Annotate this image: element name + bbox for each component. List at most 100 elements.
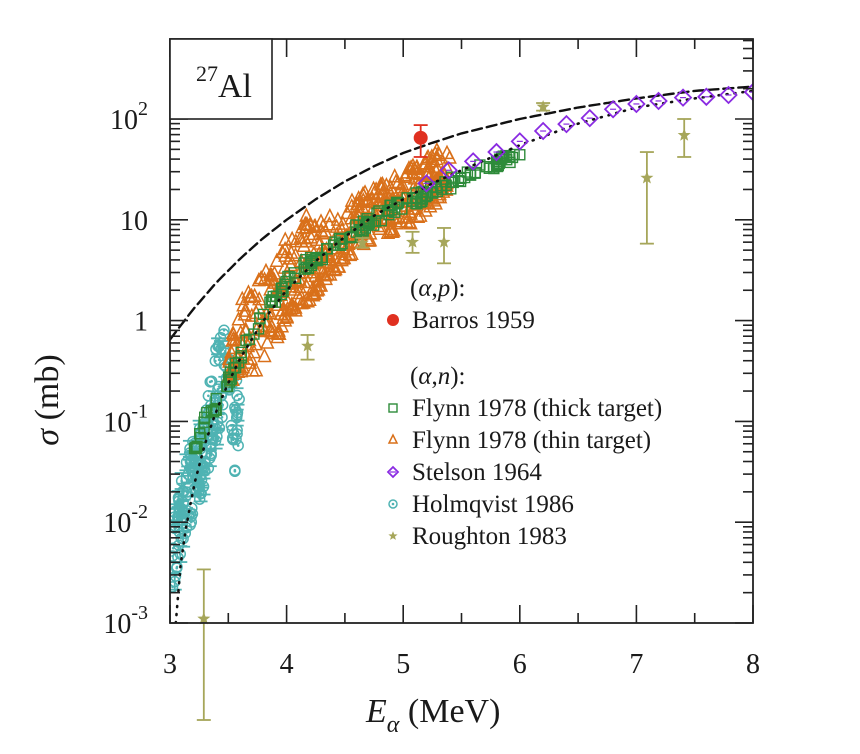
triangle-marker bbox=[269, 252, 285, 267]
triangle-marker bbox=[252, 290, 267, 306]
circle-marker bbox=[195, 459, 208, 471]
legend-marker bbox=[387, 433, 399, 444]
data-point bbox=[248, 362, 264, 377]
triangle-marker bbox=[336, 243, 352, 258]
data-point bbox=[246, 343, 262, 359]
circle-center-dot bbox=[171, 585, 174, 589]
diamond-marker bbox=[580, 108, 600, 128]
triangle-marker bbox=[342, 246, 358, 262]
data-point bbox=[207, 406, 220, 418]
data-point bbox=[420, 165, 435, 180]
circle-center-dot bbox=[209, 438, 213, 441]
triangle-marker bbox=[300, 273, 316, 289]
data-point bbox=[386, 204, 398, 216]
legend-marker bbox=[388, 531, 398, 540]
data-point bbox=[342, 246, 358, 262]
data-point bbox=[440, 179, 452, 191]
circle-marker bbox=[231, 428, 243, 440]
data-point bbox=[283, 256, 299, 272]
triangle-marker bbox=[331, 258, 346, 273]
legend: (α,p): Barros 1959 (α,n): Flynn 1978 (thick… bbox=[386, 275, 662, 550]
triangle-marker bbox=[257, 322, 272, 338]
circle-marker bbox=[232, 439, 244, 452]
data-point bbox=[269, 296, 281, 308]
triangle-marker bbox=[413, 207, 428, 222]
data-point bbox=[188, 442, 201, 455]
data-point bbox=[288, 267, 301, 279]
data-point bbox=[266, 295, 279, 307]
square-marker bbox=[459, 171, 471, 184]
data-point bbox=[330, 211, 346, 226]
square-marker bbox=[452, 175, 465, 187]
data-point bbox=[697, 87, 716, 107]
data-point bbox=[213, 380, 225, 393]
data-point bbox=[176, 503, 188, 515]
data-point bbox=[416, 192, 428, 204]
circle-center-dot bbox=[235, 394, 239, 397]
data-point bbox=[293, 229, 308, 244]
dotted-curve bbox=[174, 89, 753, 623]
triangle-marker bbox=[435, 164, 450, 179]
data-point bbox=[719, 85, 738, 105]
triangle-marker bbox=[270, 328, 285, 344]
legend-marker bbox=[386, 465, 400, 479]
isotope-mass-number: 27 bbox=[196, 61, 218, 86]
x-tick-label: 7 bbox=[629, 649, 643, 680]
data-point bbox=[197, 611, 211, 625]
data-point bbox=[419, 190, 431, 202]
legend-label: Barros 1959 bbox=[412, 307, 535, 334]
square-marker bbox=[276, 282, 288, 294]
data-point bbox=[315, 251, 328, 264]
data-point bbox=[257, 322, 272, 338]
diamond-marker bbox=[439, 160, 458, 180]
square-marker bbox=[401, 192, 413, 204]
circle-marker bbox=[202, 390, 215, 402]
data-point bbox=[480, 160, 493, 173]
square-marker bbox=[191, 440, 203, 453]
data-point bbox=[235, 346, 247, 359]
data-point bbox=[263, 304, 278, 320]
triangle-marker bbox=[332, 249, 348, 264]
square-marker bbox=[480, 160, 493, 173]
legend-entry: Stelson 1964 bbox=[386, 459, 542, 486]
triangle-marker bbox=[371, 185, 386, 201]
data-point bbox=[417, 174, 436, 193]
data-point bbox=[375, 184, 390, 200]
data-point bbox=[299, 219, 314, 235]
triangle-marker bbox=[257, 347, 272, 363]
circle-center-dot bbox=[209, 445, 212, 449]
circle-marker bbox=[213, 380, 225, 393]
data-point bbox=[170, 550, 179, 562]
data-point bbox=[188, 461, 200, 474]
data-point bbox=[288, 246, 303, 262]
data-point bbox=[387, 168, 402, 183]
data-point bbox=[275, 243, 290, 259]
data-point bbox=[229, 464, 241, 476]
triangle-marker bbox=[420, 165, 435, 180]
triangle-marker bbox=[237, 302, 253, 317]
data-point bbox=[277, 312, 293, 327]
data-point bbox=[259, 313, 274, 328]
triangle-marker bbox=[344, 192, 360, 207]
square-marker bbox=[266, 295, 279, 307]
data-point bbox=[327, 239, 340, 251]
square-marker bbox=[311, 254, 323, 267]
series-roughton-1983 bbox=[196, 99, 692, 721]
data-point bbox=[393, 213, 409, 228]
triangle-marker bbox=[270, 324, 285, 340]
data-point bbox=[385, 223, 400, 238]
data-point bbox=[435, 164, 450, 179]
circle-center-dot bbox=[199, 466, 203, 470]
triangle-marker bbox=[425, 153, 440, 168]
triangle-marker bbox=[375, 184, 390, 200]
data-point bbox=[302, 262, 315, 275]
square-marker bbox=[346, 230, 358, 243]
x-tick-label: 8 bbox=[746, 649, 760, 680]
data-point bbox=[205, 449, 217, 462]
circle-center-dot bbox=[175, 565, 179, 569]
triangle-marker bbox=[362, 232, 378, 247]
triangle-marker bbox=[231, 311, 246, 326]
diamond-marker bbox=[386, 465, 400, 479]
triangle-marker bbox=[260, 334, 275, 349]
triangle-marker bbox=[278, 231, 293, 246]
